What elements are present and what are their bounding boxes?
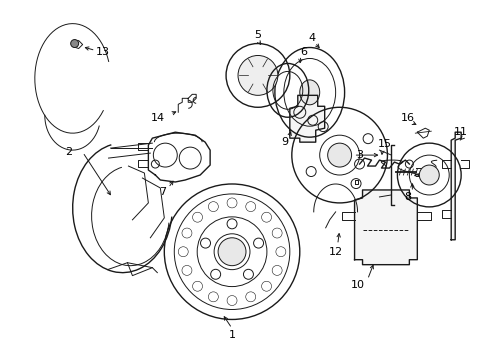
Text: 7: 7 (159, 187, 165, 197)
Text: 16: 16 (400, 113, 413, 123)
Text: 2: 2 (65, 147, 72, 157)
Text: 14: 14 (151, 113, 165, 123)
Circle shape (327, 143, 351, 167)
Circle shape (419, 165, 438, 185)
Text: 13: 13 (95, 48, 109, 58)
Text: 10: 10 (350, 280, 364, 289)
Circle shape (238, 55, 277, 95)
Text: 1: 1 (228, 330, 235, 341)
Text: 11: 11 (453, 127, 467, 137)
Polygon shape (354, 190, 416, 265)
Text: 6: 6 (300, 48, 306, 58)
Text: 8: 8 (403, 192, 410, 202)
Polygon shape (450, 132, 460, 240)
Text: 12: 12 (328, 247, 342, 257)
Polygon shape (289, 95, 324, 142)
Ellipse shape (299, 80, 319, 105)
Circle shape (71, 40, 79, 48)
Text: 5: 5 (254, 30, 261, 40)
Text: 3: 3 (355, 150, 362, 160)
Text: 15: 15 (377, 139, 391, 149)
Text: 4: 4 (307, 32, 315, 42)
Text: 9: 9 (281, 137, 288, 147)
Circle shape (218, 238, 245, 266)
